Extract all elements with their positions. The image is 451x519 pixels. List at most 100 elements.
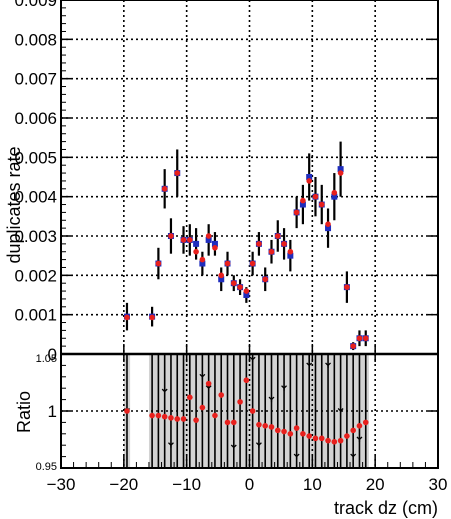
ratio-red-point xyxy=(205,380,212,387)
upper-red-point xyxy=(281,241,287,247)
lower-y-axis-label: Ratio xyxy=(14,391,34,433)
upper-red-point xyxy=(230,280,237,287)
ratio-red-point xyxy=(300,431,306,437)
upper-blue-point xyxy=(331,193,338,200)
upper-red-point xyxy=(312,193,319,200)
ratio-red-point xyxy=(312,435,319,442)
upper-red-point xyxy=(149,314,155,321)
upper-y-tick-label: 0.003 xyxy=(14,227,57,246)
ratio-red-point xyxy=(325,437,331,444)
ratio-marker xyxy=(199,373,206,380)
upper-red-point xyxy=(256,241,262,247)
ratio-marker xyxy=(350,453,357,460)
upper-blue-point xyxy=(205,236,212,243)
upper-red-point xyxy=(168,233,174,239)
upper-red-point xyxy=(205,233,212,239)
ratio-marker xyxy=(306,362,313,368)
ratio-red-point xyxy=(230,419,237,426)
ratio-red-point xyxy=(268,424,275,430)
ratio-red-point xyxy=(174,416,181,422)
upper-red-point xyxy=(212,245,218,251)
ratio-red-point xyxy=(168,415,174,421)
ratio-red-point xyxy=(155,412,162,419)
ratio-marker xyxy=(230,444,237,450)
ratio-red-point xyxy=(337,437,344,444)
upper-y-tick-label: 0.002 xyxy=(14,266,57,285)
upper-red-point xyxy=(224,260,231,267)
upper-red-point xyxy=(187,237,193,243)
ratio-red-point xyxy=(180,416,187,422)
ratio-red-point xyxy=(256,421,262,428)
upper-red-point xyxy=(237,284,243,290)
upper-red-point xyxy=(249,260,256,267)
upper-y-tick-label: 0.001 xyxy=(14,306,57,325)
x-tick-label: 10 xyxy=(303,475,322,494)
ratio-red-point xyxy=(187,394,193,401)
ratio-y-tick-label: 0.95 xyxy=(36,461,57,473)
ratio-panel: 0.95 1 1.05 −30 −20 −10 0 10 20 30 xyxy=(36,352,447,494)
upper-red-point xyxy=(293,209,300,216)
upper-red-point xyxy=(218,272,225,279)
upper-red-point xyxy=(268,248,275,255)
upper-y-tick-label: 0 xyxy=(48,345,57,364)
ratio-red-point xyxy=(293,425,300,431)
upper-y-tick-label: 0.005 xyxy=(14,148,57,167)
ratio-red-point xyxy=(287,431,294,437)
ratio-red-point xyxy=(356,423,363,429)
ratio-red-point xyxy=(362,419,369,426)
upper-red-point xyxy=(161,186,168,192)
ratio-marker xyxy=(293,453,300,460)
ratio-marker xyxy=(161,388,168,395)
x-tick-label: 0 xyxy=(245,475,254,494)
ratio-red-point xyxy=(149,412,155,419)
ratio-red-point xyxy=(199,404,206,411)
upper-red-point xyxy=(174,170,181,176)
upper-red-point xyxy=(350,343,356,349)
upper-y-tick-label: 0.006 xyxy=(14,109,57,128)
ratio-marker xyxy=(356,436,363,442)
upper-red-point xyxy=(199,256,206,263)
upper-y-tick-label: 0.004 xyxy=(14,188,57,207)
upper-red-point xyxy=(155,260,162,267)
ratio-marker xyxy=(325,362,332,368)
upper-red-point xyxy=(362,335,369,342)
upper-blue-point xyxy=(299,201,306,208)
ratio-y-tick-label: 1.05 xyxy=(36,353,57,365)
upper-red-point xyxy=(180,237,187,243)
x-tick-label: −10 xyxy=(172,475,201,494)
ratio-red-point xyxy=(331,438,338,445)
ratio-marker xyxy=(255,442,262,448)
ratio-marker xyxy=(205,385,212,391)
ratio-red-point xyxy=(237,399,243,405)
upper-red-point xyxy=(331,189,338,196)
ratio-y-tick-label: 1 xyxy=(48,402,57,421)
ratio-red-point xyxy=(212,412,218,419)
x-tick-label: −30 xyxy=(47,475,76,494)
ratio-red-point xyxy=(262,423,269,429)
ratio-red-point xyxy=(274,427,281,434)
upper-blue-point xyxy=(325,225,332,232)
ratio-red-point xyxy=(224,419,231,426)
ratio-red-point xyxy=(218,392,225,398)
upper-red-point xyxy=(193,248,199,255)
ratio-marker xyxy=(268,396,275,403)
upper-blue-point xyxy=(199,260,206,267)
ratio-red-point xyxy=(243,377,250,384)
upper-red-point xyxy=(300,197,306,204)
x-axis-label: track dz (cm) xyxy=(334,498,438,518)
x-tick-label: −20 xyxy=(109,475,138,494)
upper-red-point xyxy=(262,276,269,283)
upper-red-point xyxy=(306,178,312,184)
upper-y-tick-label: 0.009 xyxy=(14,0,57,10)
ratio-red-point xyxy=(193,417,199,423)
upper-blue-point xyxy=(211,240,218,247)
ratio-marker xyxy=(167,442,174,448)
upper-blue-point xyxy=(306,174,313,180)
x-tick-label: 20 xyxy=(366,475,385,494)
ratio-marker xyxy=(337,408,344,414)
ratio-red-point xyxy=(350,427,356,434)
upper-y-tick-label: 0.008 xyxy=(14,30,57,49)
upper-red-point xyxy=(243,288,250,294)
upper-panel: 0 0.001 0.002 0.003 0.004 0.005 0.006 0.007 0.00… xyxy=(14,0,439,364)
